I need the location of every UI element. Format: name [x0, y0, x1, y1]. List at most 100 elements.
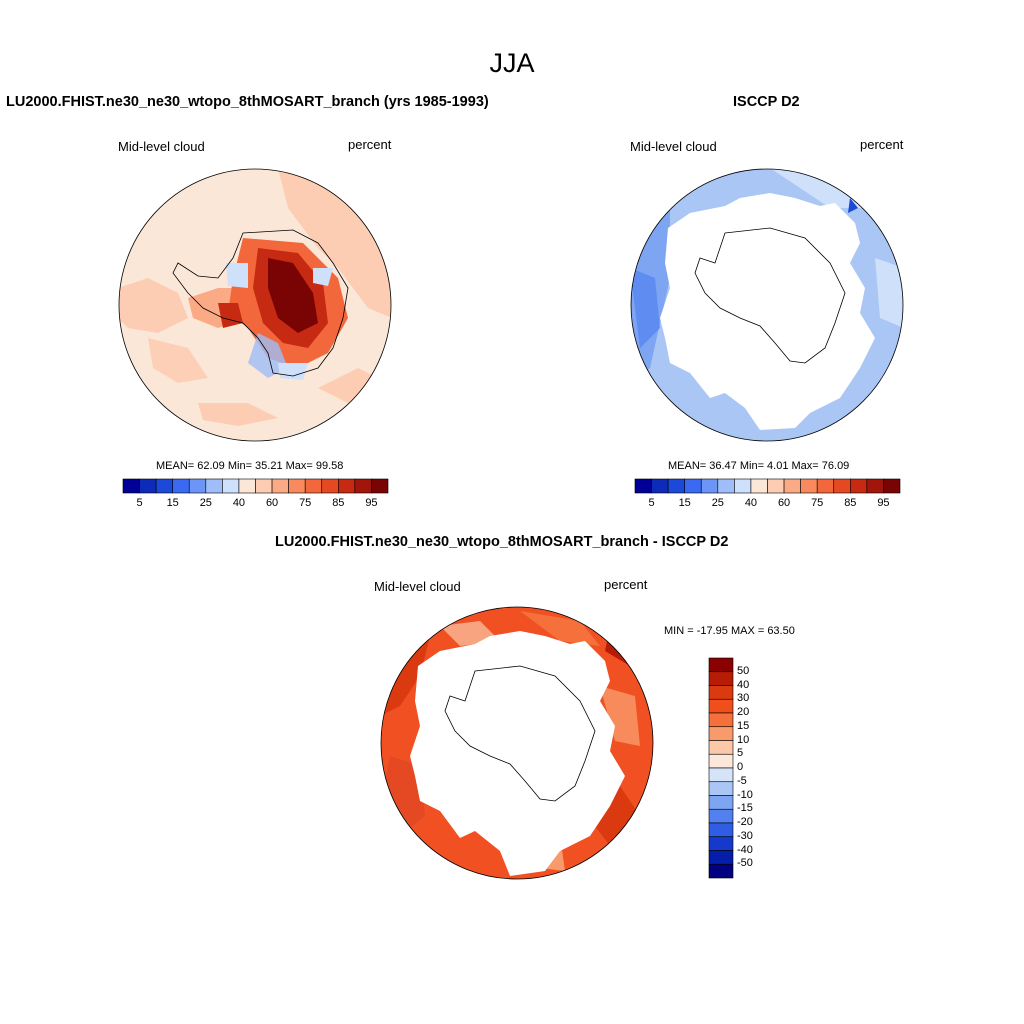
- diff-colorbar-box: [708, 767, 734, 783]
- diff-colorbar-box: [708, 863, 734, 879]
- diff-polar-map: [380, 606, 654, 880]
- diff-variable-label: Mid-level cloud: [374, 579, 461, 594]
- diff-colorbar-ticks: 50 40 30 20 15 10 5 0 -5 -10 -15 -20 -30 -40 -50: [737, 658, 777, 878]
- diff-panel-title: LU2000.FHIST.ne30_ne30_wtopo_8thMOSART_b…: [275, 534, 729, 550]
- obs-colorbar-box: [833, 478, 851, 494]
- model-colorbar-tick-label: 95: [365, 497, 378, 509]
- obs-colorbar-box: [634, 478, 652, 494]
- obs-colorbar-box: [750, 478, 768, 494]
- model-variable-label: Mid-level cloud: [118, 139, 205, 154]
- diff-colorbar-tick-label: 20: [737, 706, 750, 718]
- diff-colorbar: [708, 657, 734, 879]
- obs-colorbar-tick-label: 95: [877, 497, 890, 509]
- obs-colorbar-box: [800, 478, 818, 494]
- obs-colorbar-box: [816, 478, 835, 494]
- model-colorbar-box: [288, 478, 306, 494]
- diff-colorbar-box: [708, 740, 734, 755]
- obs-colorbar-box: [700, 478, 719, 494]
- diff-colorbar-box: [708, 808, 734, 824]
- obs-colorbar-tick-label: 15: [678, 497, 691, 509]
- obs-colorbar-box: [684, 478, 702, 494]
- model-colorbar-box: [304, 478, 323, 494]
- obs-colorbar-box: [667, 478, 685, 494]
- model-colorbar-box: [238, 478, 256, 494]
- model-colorbar-box: [122, 478, 140, 494]
- model-stats: MEAN= 62.09 Min= 35.21 Max= 99.58: [156, 460, 344, 472]
- diff-colorbar-box: [708, 753, 734, 769]
- model-colorbar-tick-label: 85: [332, 497, 345, 509]
- model-colorbar-tick-label: 25: [199, 497, 212, 509]
- model-units-label: percent: [348, 137, 392, 152]
- model-colorbar-box: [205, 478, 223, 494]
- diff-colorbar-box: [708, 685, 734, 700]
- diff-colorbar-box: [708, 657, 734, 673]
- diff-colorbar-tick-label: -15: [737, 802, 753, 815]
- diff-colorbar-box: [708, 712, 734, 728]
- obs-colorbar-box: [883, 478, 901, 494]
- model-colorbar-box: [354, 478, 372, 494]
- model-colorbar-ticks: 5 15 25 40 60 75 85 95: [123, 497, 388, 511]
- obs-colorbar-tick-label: 40: [744, 497, 758, 509]
- obs-colorbar-tick-label: 75: [811, 497, 824, 509]
- model-colorbar-tick-label: 75: [299, 497, 312, 509]
- model-colorbar-box: [321, 478, 339, 494]
- obs-colorbar-box: [850, 478, 868, 494]
- diff-colorbar-tick-label: 50: [737, 664, 750, 677]
- model-panel-title: LU2000.FHIST.ne30_ne30_wtopo_8thMOSART_b…: [6, 94, 489, 110]
- diff-colorbar-tick-label: -20: [737, 816, 753, 828]
- obs-variable-label: Mid-level cloud: [630, 139, 717, 154]
- diff-colorbar-tick-label: -40: [737, 843, 753, 856]
- model-polar-map: [118, 168, 392, 442]
- obs-colorbar-box: [651, 478, 669, 494]
- diff-colorbar-tick-label: -10: [737, 788, 753, 801]
- diff-colorbar-box: [708, 836, 734, 851]
- model-colorbar-tick-label: 15: [166, 497, 179, 509]
- diff-stats: MIN = -17.95 MAX = 63.50: [664, 625, 795, 637]
- diff-colorbar-tick-label: 15: [737, 719, 750, 732]
- diff-colorbar-tick-label: 0: [737, 761, 744, 773]
- model-colorbar-box: [271, 478, 289, 494]
- obs-colorbar-box: [734, 478, 752, 494]
- diff-colorbar-box: [708, 671, 734, 686]
- model-colorbar-box: [371, 478, 389, 494]
- obs-colorbar: [634, 478, 901, 494]
- diff-colorbar-tick-label: 5: [737, 747, 744, 760]
- model-colorbar-box: [172, 478, 190, 494]
- diff-colorbar-box: [708, 795, 734, 810]
- obs-colorbar-box: [767, 478, 785, 494]
- obs-colorbar-box: [866, 478, 884, 494]
- diff-colorbar-tick-label: -50: [737, 857, 753, 870]
- diff-colorbar-box: [708, 822, 734, 838]
- obs-colorbar-box: [717, 478, 735, 494]
- diff-colorbar-tick-label: -30: [737, 829, 753, 842]
- model-colorbar-box: [338, 478, 356, 494]
- diff-colorbar-box: [708, 781, 734, 796]
- figure-title: JJA: [489, 48, 535, 78]
- obs-colorbar-tick-label: 5: [648, 497, 655, 509]
- model-colorbar-box: [139, 478, 157, 494]
- obs-colorbar-tick-label: 60: [777, 497, 791, 509]
- model-colorbar-box: [188, 478, 207, 494]
- diff-colorbar-box: [708, 698, 734, 714]
- diff-colorbar-tick-label: 10: [737, 733, 750, 746]
- obs-colorbar-tick-label: 25: [711, 497, 724, 509]
- diff-colorbar-box: [708, 850, 734, 865]
- diff-units-label: percent: [604, 577, 648, 592]
- obs-colorbar-box: [783, 478, 801, 494]
- obs-stats: MEAN= 36.47 Min= 4.01 Max= 76.09: [668, 460, 850, 472]
- model-colorbar-tick-label: 5: [136, 497, 143, 509]
- obs-panel-title: ISCCP D2: [733, 94, 800, 110]
- model-colorbar: [122, 478, 389, 494]
- model-colorbar-tick-label: 40: [232, 497, 246, 509]
- diff-colorbar-tick-label: 40: [737, 678, 750, 691]
- model-colorbar-box: [155, 478, 173, 494]
- obs-polar-map: [630, 168, 904, 442]
- model-colorbar-box: [255, 478, 273, 494]
- model-colorbar-box: [222, 478, 240, 494]
- diff-colorbar-tick-label: 30: [737, 692, 750, 705]
- diff-colorbar-tick-label: -5: [737, 774, 747, 787]
- diff-colorbar-box: [708, 726, 734, 741]
- model-colorbar-tick-label: 60: [265, 497, 279, 509]
- obs-colorbar-tick-label: 85: [844, 497, 857, 509]
- obs-colorbar-ticks: 5 15 25 40 60 75 85 95: [635, 497, 900, 511]
